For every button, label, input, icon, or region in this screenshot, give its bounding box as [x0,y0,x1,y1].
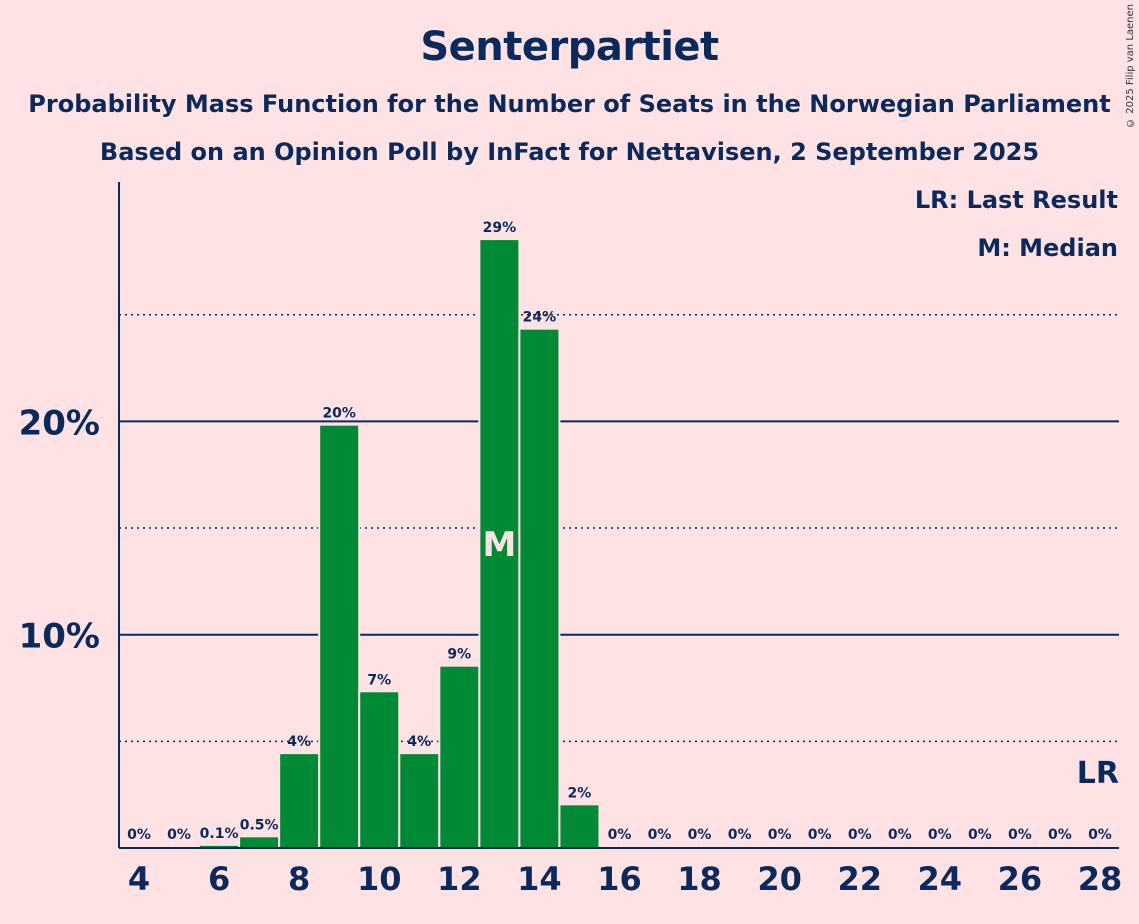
bar-14 [520,329,559,848]
y-tick-label-20: 20% [19,403,100,443]
x-tick-label-10: 10 [357,860,402,898]
legend-median: M: Median [977,234,1118,262]
bar-value-label-17: 0% [648,827,672,843]
x-tick-label-12: 12 [437,860,482,898]
chart-source-subtitle: Based on an Opinion Poll by InFact for N… [99,138,1040,166]
bar-value-label-19: 0% [728,827,752,843]
bar-value-label-26: 0% [1008,827,1032,843]
bar-value-label-14: 24% [523,310,557,326]
bar-15 [560,805,599,848]
bar-value-label-27: 0% [1048,827,1072,843]
bar-value-label-15: 2% [568,785,592,801]
x-tick-label-18: 18 [677,860,722,898]
bar-11 [400,754,439,848]
x-tick-label-8: 8 [288,860,310,898]
bar-value-label-7: 0.5% [240,817,279,833]
legend-last-result: LR: Last Result [914,186,1118,214]
bar-7 [240,837,279,848]
x-tick-label-28: 28 [1078,860,1123,898]
bar-value-label-5: 0% [167,827,191,843]
y-tick-label-10: 10% [19,617,100,657]
bar-value-label-25: 0% [968,827,992,843]
bar-13 [480,240,519,849]
bar-value-label-28: 0% [1088,827,1112,843]
median-marker: M [482,525,516,565]
bar-12 [440,666,479,848]
bar-9 [320,425,359,848]
bar-10 [360,692,399,848]
chart-subtitle: Probability Mass Function for the Number… [28,90,1111,118]
x-tick-label-24: 24 [918,860,963,898]
bar-value-label-11: 4% [407,734,431,750]
bar-value-label-8: 4% [287,734,311,750]
bar-6 [200,845,239,848]
bar-value-label-20: 0% [768,827,792,843]
bar-value-label-12: 9% [447,647,471,663]
bar-value-label-23: 0% [888,827,912,843]
x-tick-label-4: 4 [128,860,150,898]
bar-value-label-13: 29% [483,220,517,236]
x-tick-label-6: 6 [208,860,230,898]
bar-8 [280,754,319,848]
bar-value-label-21: 0% [808,827,832,843]
bar-value-label-10: 7% [367,672,391,688]
x-tick-label-26: 26 [998,860,1043,898]
x-tick-label-20: 20 [757,860,802,898]
bar-value-label-9: 20% [322,406,356,422]
x-tick-label-16: 16 [597,860,642,898]
bar-value-label-22: 0% [848,827,872,843]
bar-value-label-6: 0.1% [200,826,239,842]
bar-value-label-24: 0% [928,827,952,843]
last-result-marker: LR [1077,756,1119,791]
bar-value-label-16: 0% [608,827,632,843]
bar-value-label-4: 0% [127,827,151,843]
x-tick-label-14: 14 [517,860,562,898]
x-tick-label-22: 22 [837,860,882,898]
bar-value-label-18: 0% [688,827,712,843]
chart-title: Senterpartiet [420,24,719,70]
